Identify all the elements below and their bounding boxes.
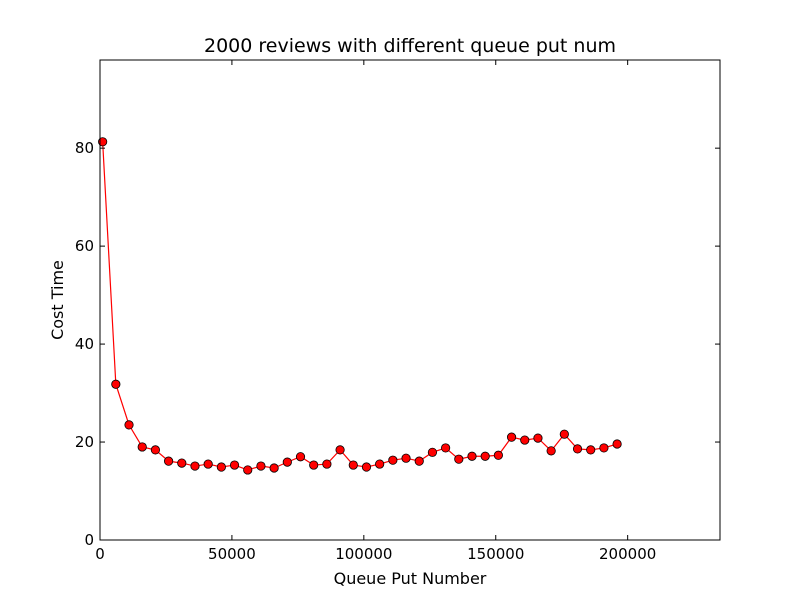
data-point [454,454,464,464]
data-point [401,453,411,463]
data-point [229,460,240,470]
data-point [322,459,332,469]
data-point [309,460,319,470]
y-tick-label: 40 [75,335,94,353]
x-tick-label: 50000 [208,545,256,563]
data-point [441,443,451,453]
plot-frame [99,59,721,541]
data-point [480,451,490,461]
data-point [375,459,385,469]
data-point [427,447,438,457]
data-point [586,445,596,455]
data-point [546,446,556,456]
plot-content [98,137,622,475]
data-point [559,429,569,439]
data-point [520,435,530,445]
data-point [282,457,292,467]
x-axis: 0 50000 100000 150000 200000 [95,60,656,563]
data-point [177,458,187,468]
data-point [269,463,279,473]
data-point [98,137,108,147]
y-axis: 0 20 40 60 80 [75,139,720,549]
data-point [203,459,213,469]
data-point [599,443,609,453]
y-axis-label: Cost Time [48,260,67,340]
x-tick-label: 100000 [335,545,392,563]
y-tick-label: 20 [75,433,94,451]
x-tick-label: 200000 [599,545,656,563]
y-tick-label: 60 [75,237,94,255]
data-point [295,452,306,462]
y-tick-label: 0 [84,531,94,549]
data-point [612,439,622,449]
data-point [150,445,161,455]
data-point [163,456,174,466]
data-point [124,420,134,430]
data-point [348,460,358,470]
data-point [243,465,253,475]
data-point [111,379,121,389]
data-point [388,455,398,465]
data-point [361,462,372,472]
x-axis-label: Queue Put Number [334,569,487,588]
x-tick-label: 0 [95,545,105,563]
data-point [256,461,266,471]
chart-title: 2000 reviews with different queue put nu… [204,35,616,57]
data-point [506,432,517,442]
series-line [102,141,618,471]
data-point [414,456,424,466]
x-tick-label: 150000 [467,545,524,563]
data-point [493,450,503,460]
data-point [137,442,147,452]
data-point [467,451,477,461]
y-tick-label: 80 [75,139,94,157]
data-point [533,433,543,443]
data-point [190,461,200,471]
data-point [572,444,583,454]
data-point [216,462,226,472]
data-point [335,445,345,455]
